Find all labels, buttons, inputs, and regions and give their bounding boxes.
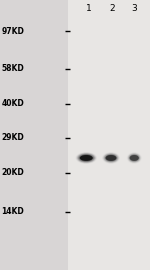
Ellipse shape	[127, 153, 141, 163]
Ellipse shape	[79, 154, 93, 161]
Ellipse shape	[75, 152, 97, 164]
Text: 20KD: 20KD	[1, 168, 24, 177]
Text: 1: 1	[86, 4, 92, 13]
Ellipse shape	[105, 154, 117, 161]
Ellipse shape	[103, 153, 118, 163]
Ellipse shape	[130, 155, 139, 161]
Ellipse shape	[77, 153, 95, 163]
Text: 3: 3	[131, 4, 137, 13]
Text: 58KD: 58KD	[1, 64, 24, 73]
Ellipse shape	[80, 155, 93, 161]
Text: 2: 2	[109, 4, 115, 13]
Ellipse shape	[103, 153, 119, 163]
Ellipse shape	[127, 152, 142, 164]
Ellipse shape	[106, 155, 116, 161]
Bar	[68, 0, 150, 270]
Ellipse shape	[130, 155, 139, 161]
Ellipse shape	[76, 153, 96, 163]
Ellipse shape	[81, 156, 92, 160]
Text: 29KD: 29KD	[1, 133, 24, 142]
Ellipse shape	[106, 155, 116, 161]
Ellipse shape	[128, 153, 141, 163]
Ellipse shape	[128, 154, 140, 162]
Ellipse shape	[129, 154, 139, 161]
Text: 40KD: 40KD	[1, 99, 24, 109]
Ellipse shape	[78, 154, 94, 162]
Ellipse shape	[80, 155, 93, 161]
Ellipse shape	[106, 156, 116, 160]
Ellipse shape	[104, 154, 118, 162]
Ellipse shape	[130, 156, 138, 160]
Text: 97KD: 97KD	[1, 26, 24, 36]
Text: 14KD: 14KD	[1, 207, 24, 217]
Ellipse shape	[102, 152, 120, 164]
